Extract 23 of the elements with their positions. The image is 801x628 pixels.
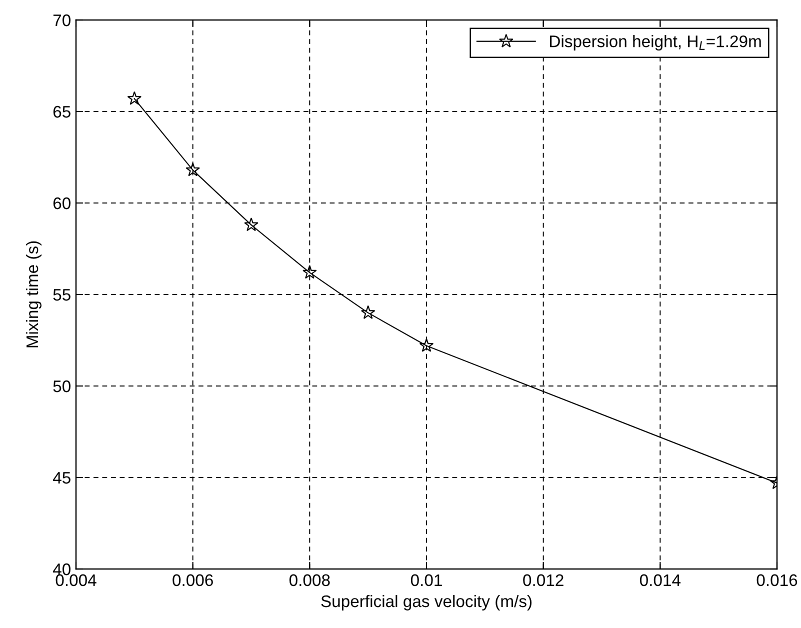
- y-tick-label: 45: [52, 472, 70, 484]
- x-tick-label: 0.016: [756, 574, 798, 586]
- point: [186, 162, 200, 176]
- y-tick-label: 65: [53, 106, 70, 118]
- y-tick-label: 60: [53, 197, 70, 210]
- x-tick-label: 0.012: [523, 574, 564, 586]
- point: [127, 91, 142, 105]
- point: [302, 265, 317, 279]
- x-tick-label: 0.014: [640, 574, 681, 586]
- y-tick-label: 50: [53, 380, 70, 392]
- point: [244, 217, 258, 232]
- point: [360, 305, 376, 319]
- y-tick-label: 55: [53, 289, 70, 301]
- x-tick-label: 0.006: [172, 574, 213, 586]
- y-axis-title: Mixing time (s): [26, 241, 42, 348]
- x-axis-title: Superficial gas velocity (m/s): [321, 594, 532, 610]
- legend-label: Dispersion height, H$_{L}$=1.29m: [550, 35, 761, 51]
- y-tick-label: 40: [52, 563, 70, 576]
- x-tick-label: 0.008: [289, 574, 330, 586]
- y-tick-label: 70: [53, 14, 70, 26]
- x-tick-label: 0.004: [56, 574, 96, 586]
- point: [419, 338, 434, 352]
- x-tick-label: 0.01: [410, 574, 442, 586]
